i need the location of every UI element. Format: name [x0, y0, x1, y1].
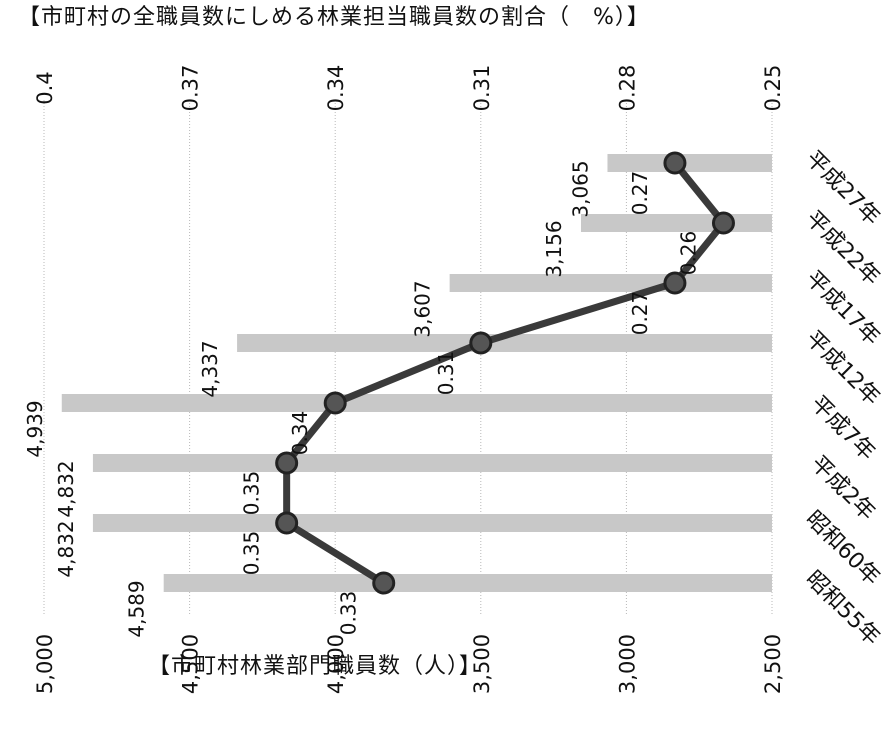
- line-point: [275, 511, 299, 535]
- secondary-tick-label: 0.37: [179, 65, 203, 112]
- primary-tick-label: 2,500: [761, 634, 785, 694]
- bar: [92, 514, 772, 532]
- bar: [163, 574, 772, 592]
- primary-tick-label: 4,000: [324, 634, 348, 694]
- bar-value-label: 4,832: [54, 460, 78, 517]
- bar-value-label: 3,065: [568, 160, 592, 217]
- primary-tick-label: 4,500: [179, 634, 203, 694]
- line-value-label: 0.33: [337, 591, 361, 636]
- bar-value-label: 3,156: [542, 220, 566, 277]
- bar-value-label: 4,832: [54, 520, 78, 577]
- line-point: [323, 391, 347, 415]
- bar: [607, 154, 772, 172]
- bar-value-label: 4,589: [125, 580, 149, 637]
- primary-tick-label: 3,000: [615, 634, 639, 694]
- line-value-label: 0.27: [628, 291, 652, 336]
- line-point: [469, 331, 493, 355]
- secondary-tick-label: 0.31: [470, 65, 494, 112]
- bar-value-label: 3,607: [411, 280, 435, 337]
- secondary-tick-label: 0.25: [761, 65, 785, 112]
- bar: [92, 454, 772, 472]
- secondary-tick-label: 0.28: [615, 65, 639, 112]
- line-point: [372, 571, 396, 595]
- bar: [61, 394, 773, 412]
- primary-tick-label: 3,500: [470, 634, 494, 694]
- primary-tick-label: 5,000: [33, 634, 57, 694]
- primary-axis-title: 【市町村林業部門職員数（人）】: [148, 654, 483, 679]
- line-point: [663, 151, 687, 175]
- line-value-label: 0.34: [288, 411, 312, 456]
- bar-value-label: 4,939: [23, 400, 47, 457]
- line-value-label: 0.35: [240, 531, 264, 576]
- secondary-axis-title: 【市町村の全職員数にしめる林業担当職員数の割合（ %）】: [18, 5, 650, 30]
- line-value-label: 0.31: [434, 351, 458, 396]
- line-point: [275, 451, 299, 475]
- line-value-label: 0.27: [628, 171, 652, 216]
- bar: [237, 334, 772, 352]
- secondary-tick-label: 0.34: [324, 65, 348, 112]
- line-point: [663, 271, 687, 295]
- line-point: [711, 211, 735, 235]
- line-value-label: 0.26: [676, 231, 700, 276]
- secondary-tick-label: 0.4: [33, 71, 57, 104]
- bar: [580, 214, 772, 232]
- bar: [449, 274, 772, 292]
- line-value-label: 0.35: [240, 471, 264, 516]
- bar-value-label: 4,337: [198, 340, 222, 397]
